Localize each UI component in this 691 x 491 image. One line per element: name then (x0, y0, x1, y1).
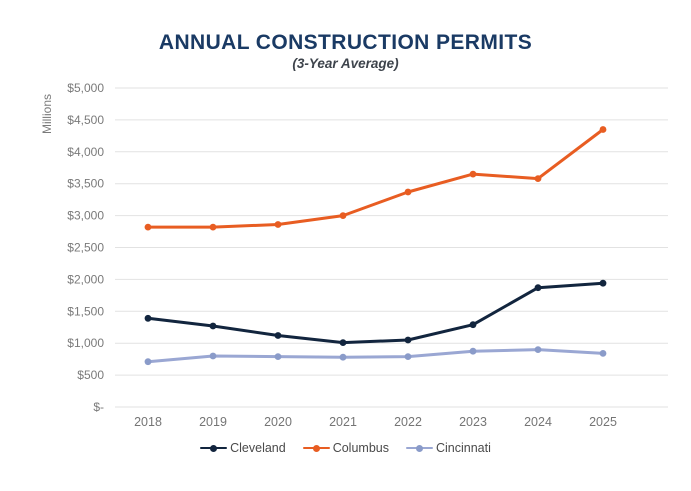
data-point-cincinnati-2020 (274, 353, 282, 360)
y-axis-title: Millions (40, 94, 54, 134)
legend-marker-columbus-icon (302, 444, 330, 453)
data-point-columbus-2019 (209, 223, 217, 231)
legend-marker-cleveland-icon (200, 444, 228, 453)
y-tick-label: $2,500 (67, 241, 104, 255)
legend-marker-cincinnati-icon (405, 444, 433, 453)
x-tick-label: 2020 (264, 415, 292, 429)
series-line-cincinnati (146, 348, 605, 364)
data-point-cleveland-2018 (144, 314, 152, 322)
legend-label-cincinnati: Cincinnati (435, 441, 491, 455)
y-tick-label: $1,000 (67, 336, 104, 350)
chart-legend: Cleveland Columbus Cincinnati (0, 441, 691, 455)
data-point-columbus-2022 (404, 188, 412, 196)
legend-dot-cleveland (210, 444, 218, 452)
y-tick-label: $1,500 (67, 304, 104, 318)
legend-item-columbus: Columbus (302, 441, 389, 455)
data-point-cincinnati-2019 (209, 352, 217, 360)
data-point-columbus-2020 (274, 221, 282, 228)
data-point-columbus-2018 (144, 223, 152, 231)
data-point-cleveland-2025 (599, 279, 607, 287)
x-tick-label: 2023 (459, 415, 487, 429)
series-line-columbus (146, 128, 605, 229)
x-tick-label: 2019 (199, 415, 227, 429)
data-point-columbus-2024 (534, 175, 542, 183)
legend-item-cincinnati: Cincinnati (405, 441, 491, 455)
data-point-columbus-2025 (599, 126, 607, 133)
data-point-cincinnati-2025 (599, 350, 607, 357)
data-point-cleveland-2022 (404, 336, 412, 344)
chart-subtitle: (3-Year Average) (292, 56, 399, 71)
legend-label-cleveland: Cleveland (230, 441, 286, 455)
legend-label-columbus: Columbus (332, 441, 389, 455)
data-point-cincinnati-2023 (469, 347, 477, 355)
y-tick-label: $2,000 (67, 272, 104, 286)
data-point-cincinnati-2021 (339, 353, 347, 361)
y-tick-label: $4,000 (67, 145, 104, 159)
x-tick-label: 2018 (134, 415, 162, 429)
x-tick-label: 2021 (329, 415, 357, 429)
x-tick-label: 2025 (589, 415, 617, 429)
y-tick-label: $5,000 (67, 81, 104, 95)
y-tick-label: $3,500 (67, 177, 104, 191)
y-tick-label: $3,000 (67, 209, 104, 223)
y-tick-label: $- (93, 400, 104, 414)
data-point-cleveland-2021 (339, 339, 347, 346)
data-point-cincinnati-2018 (144, 358, 152, 366)
data-point-cincinnati-2022 (404, 353, 412, 360)
x-tick-label: 2022 (394, 415, 422, 429)
chart-title: ANNUAL CONSTRUCTION PERMITS (158, 31, 533, 54)
data-point-cleveland-2019 (209, 322, 217, 330)
data-point-cincinnati-2024 (534, 346, 542, 353)
legend-item-cleveland: Cleveland (200, 441, 286, 455)
x-tick-label: 2024 (524, 415, 552, 429)
data-point-cleveland-2024 (534, 284, 542, 292)
data-point-cleveland-2020 (274, 332, 282, 339)
data-point-cleveland-2023 (469, 321, 477, 329)
y-tick-label: $4,500 (67, 113, 104, 127)
series-line-cleveland (146, 281, 605, 345)
y-tick-label: $500 (77, 368, 104, 382)
legend-dot-cincinnati (415, 444, 423, 452)
data-point-columbus-2021 (339, 212, 347, 220)
data-point-columbus-2023 (469, 170, 477, 178)
legend-dot-columbus (312, 444, 320, 452)
